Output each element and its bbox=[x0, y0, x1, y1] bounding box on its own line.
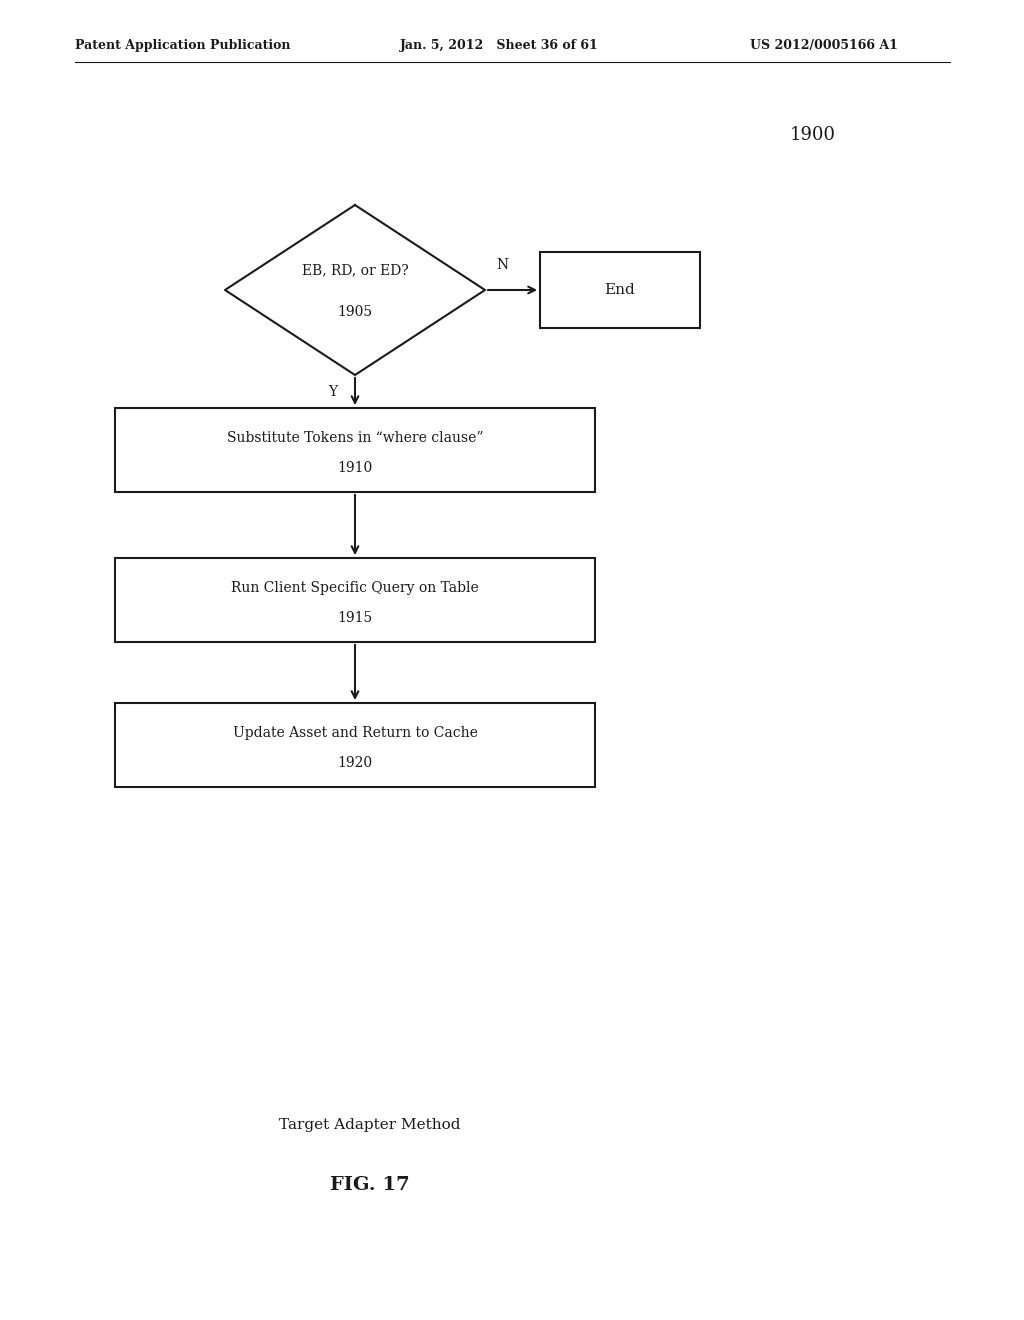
Text: Substitute Tokens in “where clause”: Substitute Tokens in “where clause” bbox=[226, 432, 483, 445]
Text: EB, RD, or ED?: EB, RD, or ED? bbox=[302, 263, 409, 277]
Text: Y: Y bbox=[329, 384, 338, 399]
Text: End: End bbox=[604, 282, 635, 297]
Text: 1915: 1915 bbox=[337, 611, 373, 624]
Bar bbox=[540, 252, 700, 327]
Text: Target Adapter Method: Target Adapter Method bbox=[280, 1118, 461, 1133]
Text: US 2012/0005166 A1: US 2012/0005166 A1 bbox=[750, 38, 898, 51]
Text: Update Asset and Return to Cache: Update Asset and Return to Cache bbox=[232, 726, 477, 741]
Text: N: N bbox=[497, 257, 509, 272]
Text: 1900: 1900 bbox=[790, 125, 836, 144]
Bar bbox=[115, 408, 595, 492]
Text: Run Client Specific Query on Table: Run Client Specific Query on Table bbox=[231, 581, 479, 595]
Text: Patent Application Publication: Patent Application Publication bbox=[75, 38, 291, 51]
Bar bbox=[115, 558, 595, 642]
Text: 1905: 1905 bbox=[338, 305, 373, 319]
Bar bbox=[115, 704, 595, 787]
Text: 1910: 1910 bbox=[337, 461, 373, 475]
Text: Jan. 5, 2012   Sheet 36 of 61: Jan. 5, 2012 Sheet 36 of 61 bbox=[400, 38, 599, 51]
Text: 1920: 1920 bbox=[338, 756, 373, 770]
Text: FIG. 17: FIG. 17 bbox=[330, 1176, 410, 1195]
